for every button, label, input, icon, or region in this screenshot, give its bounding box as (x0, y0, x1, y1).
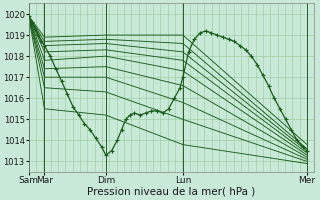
X-axis label: Pression niveau de la mer( hPa ): Pression niveau de la mer( hPa ) (87, 187, 256, 197)
